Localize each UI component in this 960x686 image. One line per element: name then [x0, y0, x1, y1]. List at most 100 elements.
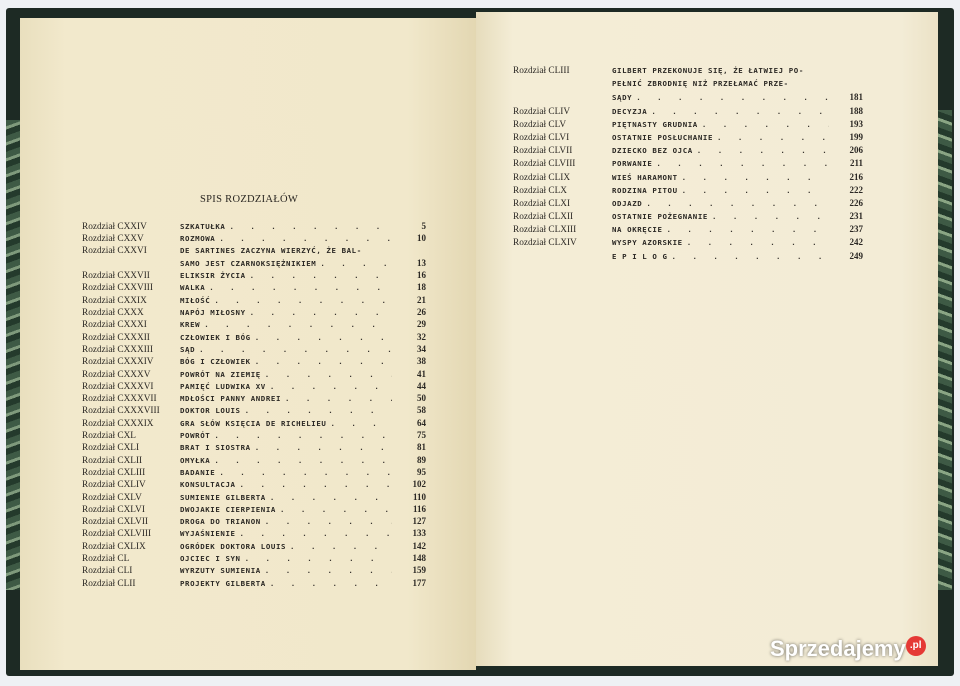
chapter-title: DECYZJA. . . . . . . . . . . . . . . . .… [612, 107, 835, 116]
dot-leader: . . . . . . . . . . . . . . . . . . . . … [244, 554, 392, 564]
page-number: 95 [417, 466, 426, 477]
chapter-label: Rozdział CL [82, 554, 130, 565]
chapter-title-text: PEŁNIĆ ZBRODNIĘ NIŻ PRZEŁAMAĆ PRZE- [612, 79, 789, 89]
dot-leader: . . . . . . . . . . . . . . . . . . . . … [264, 369, 392, 379]
chapter-title: DWOJAKIE CIERPIENIA. . . . . . . . . . .… [180, 505, 398, 514]
chapter-label: Rozdział CLIII [513, 66, 570, 76]
chapter-title-text: WYRZUTY SUMIENIA [180, 566, 261, 576]
chapter-label: Rozdział CXXV [82, 234, 144, 245]
page-number: 116 [412, 503, 426, 514]
dot-leader: . . . . . . . . . . . . . . . . . . . . … [229, 222, 392, 231]
watermark-text: Sprzedajemy [770, 636, 906, 661]
chapter-title-text: SZKATUŁKA [180, 222, 226, 231]
toc-entry: Rozdział CLVII DZIECKO BEZ OJCA. . . . . … [513, 145, 863, 158]
page-number: 75 [417, 430, 426, 441]
chapter-label: Rozdział CLIV [513, 106, 571, 117]
chapter-label: Rozdział CXXXVIII [82, 406, 160, 417]
chapter-title: E P I L O G. . . . . . . . . . . . . . .… [612, 252, 835, 261]
chapter-label: Rozdział CLXII [513, 212, 574, 223]
toc-entry: Rozdział CLXI ODJAZD. . . . . . . . . . .… [513, 198, 863, 211]
page-number: 32 [417, 331, 426, 342]
chapter-label: Rozdział CLXI [513, 198, 571, 209]
chapter-title-text: PROJEKTY GILBERTA [180, 578, 266, 588]
chapter-title-text: WYSPY AZORSKIE [612, 238, 683, 248]
toc-entry: Rozdział CXLV SUMIENIE GILBERTA. . . . . … [82, 492, 426, 504]
chapter-label: Rozdział CXLVII [82, 517, 149, 528]
chapter-title-text: E P I L O G [612, 251, 668, 261]
dot-leader: . . . . . . . . . . . . . . . . . . . . … [249, 308, 392, 318]
toc-entry: Rozdział CLXIII NA OKRĘCIE. . . . . . . .… [513, 224, 863, 237]
page-number: 133 [412, 528, 427, 539]
page-number: 102 [412, 479, 427, 490]
chapter-title-text: NAPÓJ MIŁOSNY [180, 308, 246, 318]
dot-leader: . . . . . . . . . . . . . . . . . . . . … [666, 225, 830, 235]
page-number: 216 [849, 171, 864, 182]
chapter-title-text: KREW [180, 320, 201, 330]
chapter-title: PEŁNIĆ ZBRODNIĘ NIŻ PRZEŁAMAĆ PRZE- [612, 79, 835, 88]
chapter-label: Rozdział CLIX [513, 172, 571, 183]
page-number: 242 [849, 237, 864, 248]
page-number: 38 [417, 356, 426, 367]
chapter-title: KONSULTACJA. . . . . . . . . . . . . . .… [180, 480, 398, 489]
chapter-label: Rozdział CLX [513, 185, 567, 196]
marbled-edge-right [938, 110, 952, 590]
chapter-title-text: CZŁOWIEK I BÓG [180, 332, 251, 342]
dot-leader: . . . . . . . . . . . . . . . . . . . . … [264, 566, 392, 576]
page-number: 231 [849, 211, 864, 222]
chapter-title: PORWANIE. . . . . . . . . . . . . . . . … [612, 159, 835, 168]
page-number: 58 [417, 405, 426, 416]
dot-leader: . . . . . . . . . . . . . . . . . . . . … [254, 357, 392, 367]
dot-leader: . . . . . . . . . . . . . . . . . . . . … [239, 529, 392, 539]
chapter-title: OSTATNIE POŻEGNANIE. . . . . . . . . . .… [612, 212, 835, 221]
page-number: 81 [417, 442, 426, 453]
chapter-title: CZŁOWIEK I BÓG. . . . . . . . . . . . . … [180, 333, 398, 342]
toc-entry: Rozdział CLII PROJEKTY GILBERTA. . . . . … [82, 578, 426, 590]
chapter-title: POWRÓT NA ZIEMIĘ. . . . . . . . . . . . … [180, 370, 398, 379]
chapter-title-text: OGRÓDEK DOKTORA LOUIS [180, 541, 287, 551]
chapter-title: SĄD. . . . . . . . . . . . . . . . . . .… [180, 345, 398, 354]
page-number: 177 [412, 577, 427, 588]
chapter-title: SUMIENIE GILBERTA. . . . . . . . . . . .… [180, 493, 398, 502]
chapter-title: DE SARTINES ZACZYNA WIERZYĆ, ŻE BAL- [180, 246, 398, 255]
toc-entry: Rozdział CXLII OMYŁKA. . . . . . . . . . … [82, 455, 426, 467]
chapter-title-text: MIŁOŚĆ [180, 295, 211, 305]
toc-entry: Rozdział CLX RODZINA PITOU. . . . . . . .… [513, 185, 863, 198]
toc-entry: Rozdział CLIV DECYZJA. . . . . . . . . . … [513, 106, 863, 119]
toc-entry: Rozdział CXLIX OGRÓDEK DOKTORA LOUIS. . .… [82, 541, 426, 553]
toc-entry: Rozdział CLVI OSTATNIE POSŁUCHANIE . . . .… [513, 132, 863, 145]
dot-leader: . . . . . . . . . . . . . . . . . . . . … [254, 443, 392, 453]
dot-leader: . . . . . . . . . . . . . . . . . . . . … [264, 517, 392, 527]
page-number: 5 [421, 221, 427, 231]
chapter-title-text: POWRÓT [180, 431, 211, 441]
toc-entry: Rozdział CXXVI DE SARTINES ZACZYNA WIERZY… [82, 246, 426, 258]
toc-entry: SĄDY. . . . . . . . . . . . . . . . . . … [513, 92, 863, 105]
chapter-title: GILBERT PRZEKONUJE SIĘ, ŻE ŁATWIEJ PO- [612, 66, 835, 75]
chapter-title-text: GRA SŁÓW KSIĘCIA DE RICHELIEU [180, 418, 327, 428]
chapter-title: ROZMOWA. . . . . . . . . . . . . . . . .… [180, 234, 398, 243]
chapter-title-text: DROGA DO TRIANON [180, 517, 261, 527]
chapter-title-text: DECYZJA [612, 106, 648, 116]
page-number: 249 [849, 250, 864, 261]
page-number: 110 [412, 491, 426, 502]
page-number: 41 [417, 368, 426, 379]
toc-entry: Rozdział CLV PIĘTNASTY GRUDNIA. . . . . .… [513, 119, 863, 132]
dot-leader: . . . . . . . . . . . . . . . . . . . . … [219, 234, 392, 244]
watermark-logo: Sprzedajemy .pl [770, 636, 926, 662]
toc-entry: Rozdział CLIII GILBERT PRZEKONUJE SIĘ, ŻE… [513, 66, 863, 79]
page-number: 64 [417, 417, 426, 428]
chapter-title-text: OSTATNIE POŻEGNANIE [612, 212, 708, 222]
chapter-label: Rozdział CXXX [82, 308, 144, 319]
toc-entry: Rozdział CXLVI DWOJAKIE CIERPIENIA. . . .… [82, 504, 426, 516]
chapter-label: Rozdział CXXIX [82, 295, 147, 306]
toc-entry: Rozdział CXXVIII WALKA. . . . . . . . . .… [82, 282, 426, 294]
dot-leader: . . . . . . . . . . . . . . . . . . . . … [696, 146, 829, 156]
chapter-title: ELIKSIR ŻYCIA. . . . . . . . . . . . . .… [180, 271, 398, 280]
dot-leader: . . . . . . . . . . . . . . . . . . . . … [656, 159, 829, 169]
toc-entry: Rozdział CXXX NAPÓJ MIŁOSNY. . . . . . . … [82, 307, 426, 319]
chapter-label: Rozdział CXXVI [82, 245, 147, 256]
toc-entry: Rozdział CXXXI KREW. . . . . . . . . . . … [82, 319, 426, 331]
dot-leader: . . . . . . . . . . . . . . . . . . . . … [320, 258, 392, 268]
page-number: 16 [417, 270, 426, 281]
chapter-label: Rozdział CXL [82, 431, 136, 442]
